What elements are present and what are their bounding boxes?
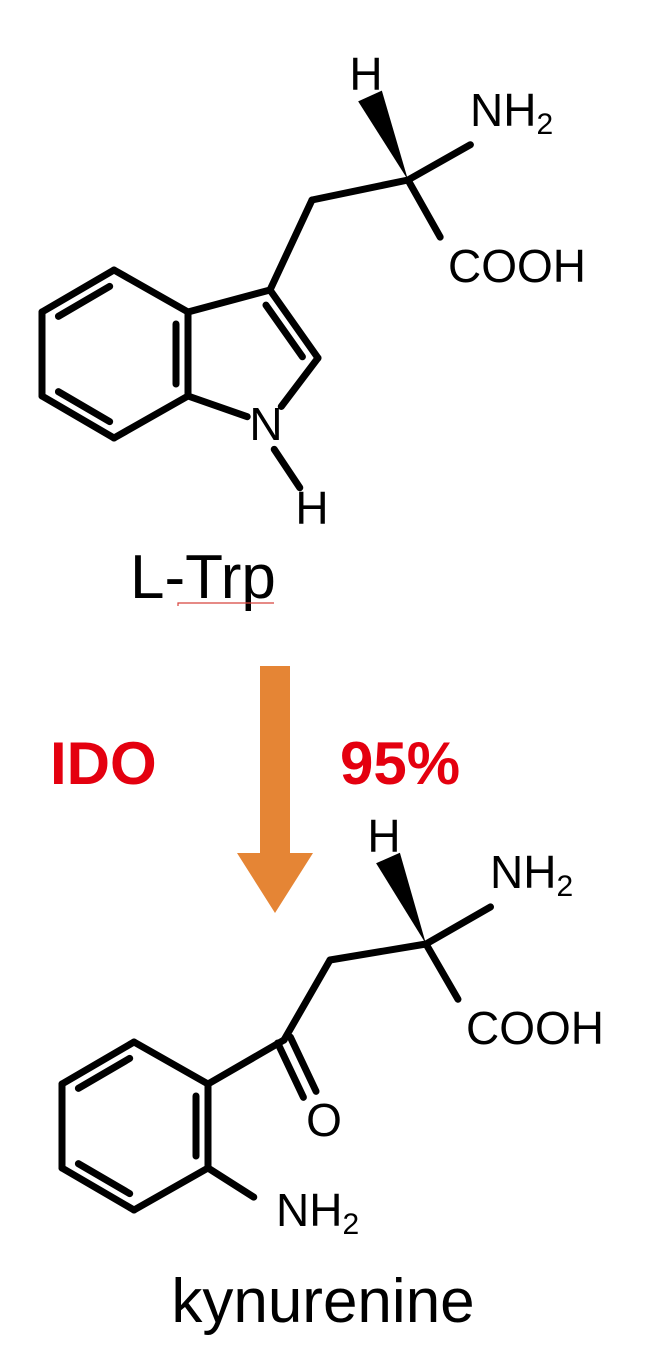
percent-label: 95%	[340, 730, 460, 797]
enzyme-label: IDO	[50, 730, 157, 797]
svg-text:COOH: COOH	[466, 1002, 604, 1054]
svg-text:H: H	[367, 810, 400, 862]
substrate-label: L-Trp	[130, 543, 276, 612]
svg-text:O: O	[306, 1094, 342, 1146]
product-label: kynurenine	[171, 1267, 474, 1336]
n-atom-label: N	[249, 398, 282, 450]
svg-text:COOH: COOH	[448, 240, 586, 292]
svg-text:H: H	[295, 482, 328, 534]
svg-text:H: H	[349, 48, 382, 100]
